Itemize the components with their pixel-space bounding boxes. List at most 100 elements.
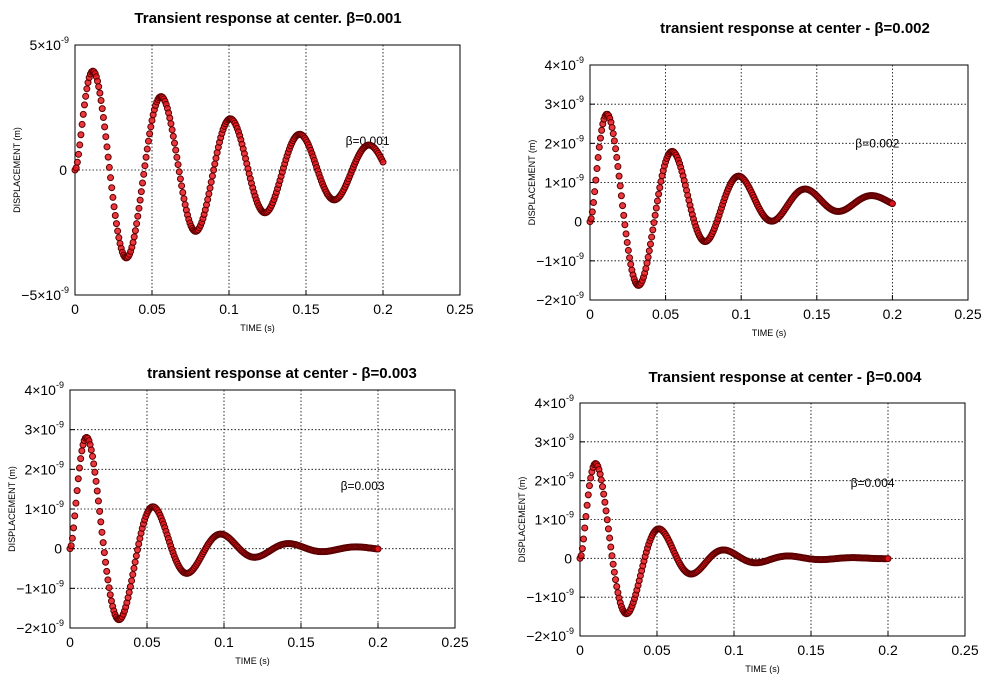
data-point [175,168,183,176]
data-point [180,195,188,203]
data-point [140,170,148,178]
y-tick-label: 0 [59,162,67,178]
y-axis-label: DISPLACEMENT (m) [527,140,537,226]
data-point [172,146,180,154]
data-point [596,470,604,478]
y-tick-label: −2×10-9 [536,290,584,308]
data-point [97,96,105,104]
data-point [70,524,78,532]
data-point [100,549,108,557]
data-point [99,114,107,121]
data-point [204,196,212,204]
x-tick-label: 0.05 [133,634,160,650]
y-tick-label: 4×10-9 [544,55,584,73]
data-point [588,208,596,216]
data-point [179,188,187,196]
y-tick-label: 2×10-9 [544,133,584,151]
data-point [615,172,623,180]
x-tick-label: 0 [576,642,584,658]
x-axis-label: TIME (s) [235,656,270,666]
data-point [83,85,91,93]
data-point [612,576,620,584]
x-tick-label: 0.25 [951,642,978,658]
data-point [610,137,618,145]
x-tick-label: 0 [71,301,79,317]
data-point [110,203,118,211]
data-point [111,211,119,219]
data-point [102,133,110,141]
data-series [576,460,892,618]
data-point [884,555,892,563]
data-point [608,123,616,131]
chart-title: Transient response at center. β=0.001 [134,10,401,27]
data-point [135,204,143,212]
data-point [82,92,90,100]
data-point [74,475,82,483]
data-point [589,199,597,207]
data-point [653,197,661,205]
chart-panel-1: Transient response at center. β=0.001 0 0.… [12,10,474,333]
data-point [112,220,120,228]
data-point [115,234,123,242]
data-point [178,182,186,190]
data-series [586,110,896,289]
data-point [616,182,624,190]
data-point [114,227,122,235]
y-tick-label: −1×10-9 [526,587,574,605]
data-point [139,179,147,187]
data-point [128,577,136,585]
data-point [166,114,174,122]
data-point [578,545,586,553]
data-point [102,558,110,566]
data-point [136,196,144,204]
y-axis-label: DISPLACEMENT (m) [7,466,17,552]
data-point [134,546,142,554]
data-point [78,120,86,128]
y-tick-label: −1×10-9 [536,251,584,269]
data-point [131,558,139,566]
x-tick-label: 0 [66,634,74,650]
data-point [650,219,658,227]
y-axis-label: DISPLACEMENT (m) [12,127,22,213]
data-point [96,89,104,97]
data-series [66,433,382,624]
data-point [645,247,653,255]
data-point [174,161,182,169]
beta-annotation: β=0.003 [341,479,385,493]
data-point [90,460,98,468]
data-point [607,543,615,551]
x-tick-label: 0.15 [287,634,314,650]
data-point [608,552,616,560]
data-point [101,123,109,131]
data-point [646,240,654,248]
data-point [87,446,95,454]
data-point [105,163,113,171]
y-tick-label: −1×10-9 [16,578,64,596]
x-tick-label: 0.1 [219,301,239,317]
data-point [595,143,603,151]
data-point [75,150,83,158]
data-point [96,507,104,515]
data-point [626,254,634,262]
chart-panel-4: Transient response at center - β=0.004 0 0… [517,369,979,674]
data-point [888,200,896,208]
data-point [95,83,103,91]
chart-panel-2: transient response at center - β=0.002 0 0… [527,20,982,338]
data-point [612,145,620,153]
data-point [132,552,140,560]
data-point [657,177,665,185]
data-point [73,158,81,166]
data-point [619,202,627,210]
y-tick-label: 0 [564,550,572,566]
data-point [99,539,107,547]
data-point [104,576,112,584]
data-point [604,525,612,533]
data-point [644,253,652,261]
data-point [168,126,176,134]
data-point [173,153,181,161]
data-point [208,172,216,180]
y-tick-label: 5×10-9 [29,35,69,53]
data-point [649,226,657,234]
y-tick-label: 1×10-9 [534,510,574,528]
